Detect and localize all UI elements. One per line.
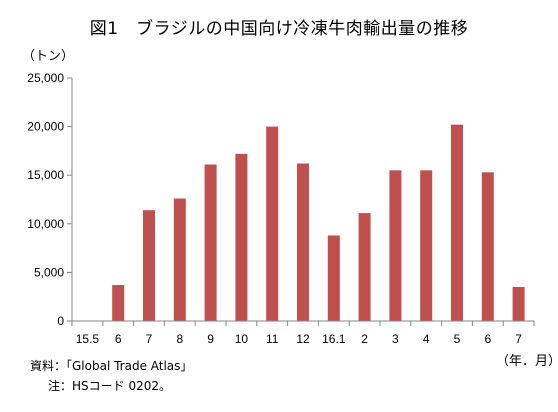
y-tick-label: 15,000 (27, 168, 64, 182)
x-tick-label: 6 (115, 332, 122, 346)
x-tick-label: 3 (392, 332, 399, 346)
x-tick-label: 10 (235, 332, 249, 346)
x-tick-label: 2 (361, 332, 368, 346)
bar (112, 285, 125, 321)
x-tick-label: 5 (454, 332, 461, 346)
bar (481, 172, 494, 321)
source-note: 資料：「Global Trade Atlas」 (30, 359, 193, 373)
y-tick-label: 25,000 (27, 71, 64, 85)
y-axis-unit: （トン） (22, 49, 75, 64)
x-tick-label: 7 (146, 332, 153, 346)
bar (143, 210, 155, 321)
y-tick-label: 10,000 (27, 217, 64, 231)
bar (266, 126, 279, 321)
chart-title: 図1 ブラジルの中国向け冷凍牛肉輸出量の推移 (89, 19, 469, 39)
bar (358, 213, 371, 321)
bar (327, 235, 340, 321)
bar (451, 124, 463, 321)
bar (512, 286, 525, 321)
x-tick-label: 15.5 (76, 332, 100, 346)
y-tick-label: 20,000 (27, 120, 64, 134)
x-tick-label: 6 (484, 332, 491, 346)
x-tick-label: 12 (296, 332, 310, 346)
bar (297, 163, 309, 321)
bar (235, 153, 248, 321)
x-tick-label: 4 (423, 332, 430, 346)
x-tick-label: 16.1 (322, 332, 346, 346)
bar (204, 164, 217, 321)
y-tick-label: 0 (57, 314, 64, 328)
y-tick-label: 5,000 (34, 265, 64, 279)
x-tick-label: 11 (266, 332, 279, 346)
x-tick-label: 8 (176, 332, 183, 346)
x-tick-label: 7 (515, 332, 522, 346)
x-tick-label: 9 (207, 332, 214, 346)
bar (420, 170, 433, 321)
bar (389, 170, 402, 321)
bar (173, 198, 186, 321)
x-axis-unit: （年．月） (496, 354, 558, 369)
footnote: 注：HSコード 0202。 (48, 379, 171, 393)
